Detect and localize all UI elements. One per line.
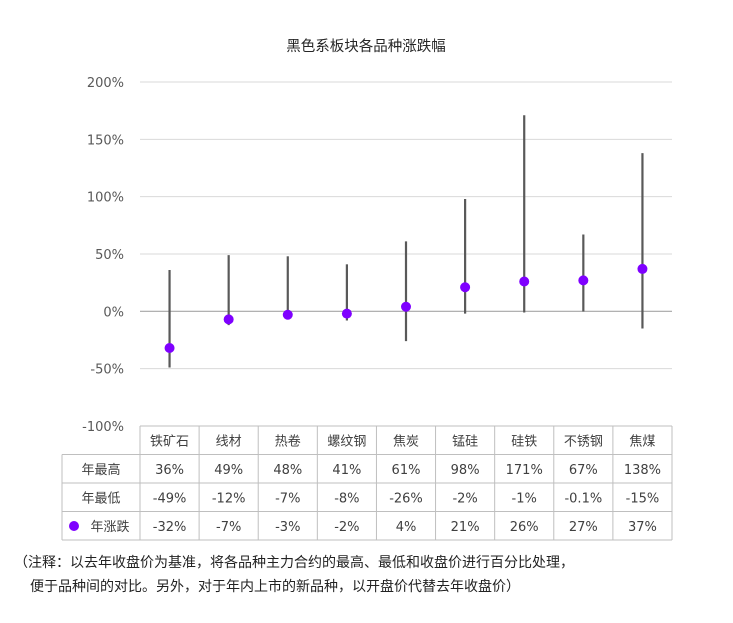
table-cell: -15%: [626, 492, 660, 507]
table-cell: 37%: [628, 520, 657, 535]
close-marker: [341, 308, 352, 319]
legend-marker: [69, 521, 79, 531]
table-cell: -0.1%: [564, 492, 602, 507]
close-marker: [282, 309, 293, 320]
y-tick-label: 200%: [87, 76, 124, 91]
table-cell: 61%: [392, 463, 421, 478]
table-cell: 98%: [451, 463, 480, 478]
series-name: 年涨跌: [90, 519, 129, 535]
table-cell: 138%: [624, 463, 661, 478]
table-cell: 49%: [214, 463, 243, 478]
table-cell: -49%: [153, 492, 187, 507]
category-label: 螺纹钢: [327, 435, 366, 450]
y-axis-ticks: -100% -50% 0% 50% 100% 150% 200%: [82, 76, 124, 435]
markers: [164, 263, 648, 354]
y-tick-label: -50%: [90, 363, 124, 378]
close-marker: [637, 263, 648, 274]
chart-note: （注释：以去年收盘价为基准，将各品种主力合约的最高、最低和收盘价进行百分比处理，…: [14, 551, 726, 599]
table-cell: -1%: [512, 492, 537, 507]
category-label: 焦炭: [393, 435, 419, 450]
table-cell: -2%: [452, 492, 477, 507]
table-cell: -12%: [212, 492, 246, 507]
category-label: 锰硅: [452, 435, 478, 450]
table-cell: -8%: [334, 492, 359, 507]
note-line-1: （注释：以去年收盘价为基准，将各品种主力合约的最高、最低和收盘价进行百分比处理，: [14, 555, 574, 571]
close-marker: [164, 343, 175, 354]
chart-title: 黑色系板块各品种涨跌幅: [286, 37, 446, 55]
table-cell: 41%: [332, 463, 361, 478]
y-tick-label: 100%: [87, 191, 124, 206]
category-label: 热卷: [275, 434, 301, 450]
table-cell: -26%: [389, 492, 423, 507]
y-tick-label: 150%: [87, 133, 124, 148]
y-tick-label: 0%: [103, 305, 124, 320]
table-cell: -32%: [153, 520, 187, 535]
category-label: 线材: [216, 435, 242, 450]
y-tick-label: -100%: [82, 420, 124, 435]
close-marker: [578, 275, 589, 286]
range-lines: [168, 115, 644, 368]
y-tick-label: 50%: [95, 248, 124, 263]
category-label: 焦煤: [629, 435, 655, 450]
series-name: 年最高: [81, 462, 120, 478]
table-cell: 36%: [155, 463, 184, 478]
table-cell: 4%: [396, 520, 417, 535]
table-cell: 48%: [273, 463, 302, 478]
table-cell: -3%: [275, 520, 300, 535]
table-cell: 26%: [510, 520, 539, 535]
table-cell: 67%: [569, 463, 598, 478]
table-cell: 27%: [569, 520, 598, 535]
category-label: 硅铁: [511, 435, 537, 450]
table-cell: -2%: [334, 520, 359, 535]
table-cell: -7%: [275, 492, 300, 507]
category-label: 铁矿石: [150, 435, 189, 450]
series-name: 年最低: [81, 492, 120, 507]
table-cell: 21%: [451, 520, 480, 535]
close-marker: [519, 276, 530, 287]
note-line-2: 便于品种间的对比。另外，对于年内上市的新品种，以开盘价代替去年收盘价）: [30, 579, 520, 595]
category-label: 不锈钢: [564, 435, 603, 450]
close-marker: [401, 301, 411, 312]
close-marker: [460, 282, 471, 293]
close-marker: [223, 314, 234, 325]
table-cell: -7%: [216, 520, 241, 535]
table-cell: 171%: [506, 463, 543, 478]
